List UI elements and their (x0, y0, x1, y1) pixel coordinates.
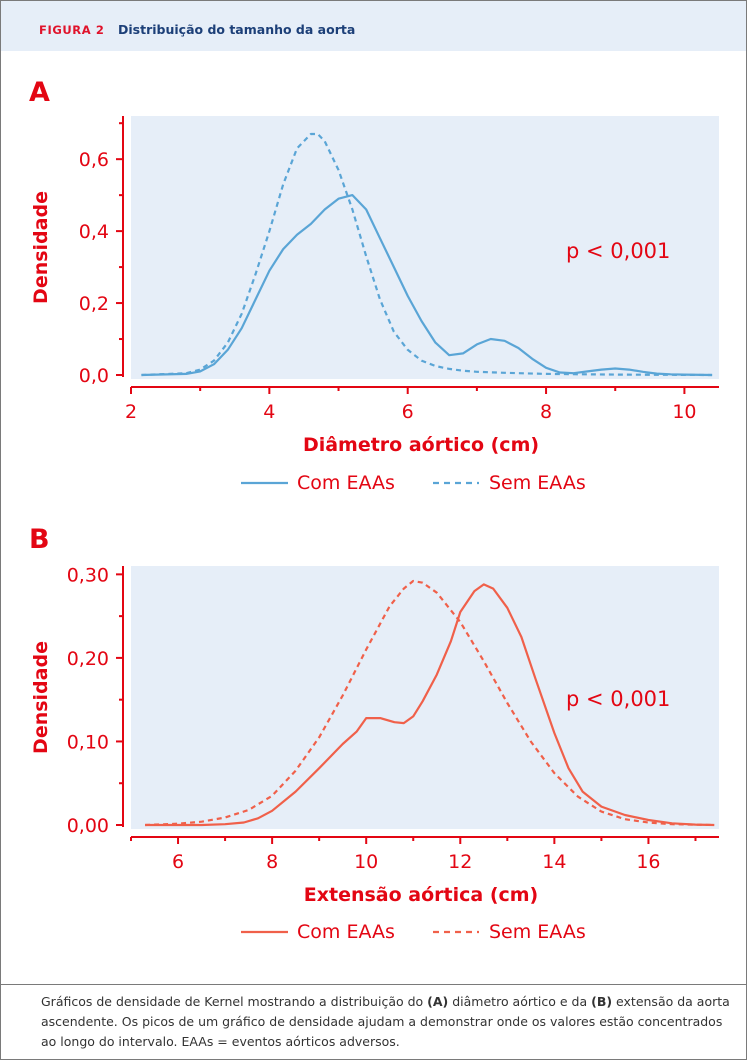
p-value-annotation: p < 0,001 (566, 687, 670, 711)
x-tick-label: 2 (125, 401, 137, 423)
legend-label-com-eaas: Com EAAs (297, 472, 395, 494)
series-line-com-eaas (141, 194, 713, 377)
figure-header: FIGURA 2 Distribuição do tamanho da aort… (1, 1, 746, 51)
x-tick-label: 8 (540, 401, 552, 423)
x-tick-label: 10 (672, 401, 696, 423)
y-tick-label: 0,4 (79, 221, 109, 243)
figure-caption: Gráficos de densidade de Kernel mostrand… (41, 992, 731, 1052)
caption-text-2: diâmetro aórtico e da (448, 994, 592, 1009)
figure-label: FIGURA 2 (39, 23, 105, 37)
caption-text-3: extensão da aorta ascendente. Os picos d… (41, 994, 730, 1049)
plot-background (131, 116, 719, 379)
x-tick-label: 6 (172, 851, 184, 873)
y-tick-label: 0,30 (67, 564, 109, 586)
chart-a: 0,0 0,2 0,4 0,6 2 4 6 8 10 Densidade Diâmetro aórt… (30, 116, 719, 494)
panel-a-letter: A (29, 77, 50, 108)
x-tick-label: 14 (542, 851, 566, 873)
x-axis-title: Diâmetro aórtico (cm) (303, 434, 539, 456)
legend-label-com-eaas: Com EAAs (297, 921, 395, 943)
y-tick-label: 0,20 (67, 648, 109, 670)
y-axis-title: Densidade (30, 191, 52, 304)
caption-text-1: Gráficos de densidade de Kernel mostrand… (41, 994, 428, 1009)
x-axis-title: Extensão aórtica (cm) (304, 884, 539, 906)
legend-label-sem-eaas: Sem EAAs (489, 921, 586, 943)
x-tick-label: 12 (448, 851, 472, 873)
caption-bold-a: (A) (427, 994, 449, 1009)
p-value-annotation: p < 0,001 (566, 239, 670, 263)
series-line-sem-eaas (145, 579, 715, 827)
x-tick-label: 4 (263, 401, 275, 423)
legend-label-sem-eaas: Sem EAAs (489, 472, 586, 494)
y-tick-label: 0,00 (67, 815, 109, 837)
y-tick-label: 0,10 (67, 731, 109, 753)
caption-divider (1, 984, 746, 985)
chart-b: 0,00 0,10 0,20 0,30 6 8 10 12 14 16 Densidade Exten… (30, 564, 719, 943)
y-tick-label: 0,0 (79, 365, 109, 387)
x-tick-label: 8 (266, 851, 278, 873)
y-tick-label: 0,6 (79, 149, 109, 171)
caption-bold-b: (B) (591, 994, 613, 1009)
series-line-com-eaas (145, 583, 715, 827)
y-axis-title: Densidade (30, 641, 52, 754)
y-tick-label: 0,2 (79, 293, 109, 315)
panel-b-letter: B (29, 524, 50, 555)
x-tick-label: 10 (354, 851, 378, 873)
x-tick-label: 16 (636, 851, 660, 873)
figure-title: Distribuição do tamanho da aorta (118, 22, 356, 37)
x-tick-label: 6 (402, 401, 414, 423)
